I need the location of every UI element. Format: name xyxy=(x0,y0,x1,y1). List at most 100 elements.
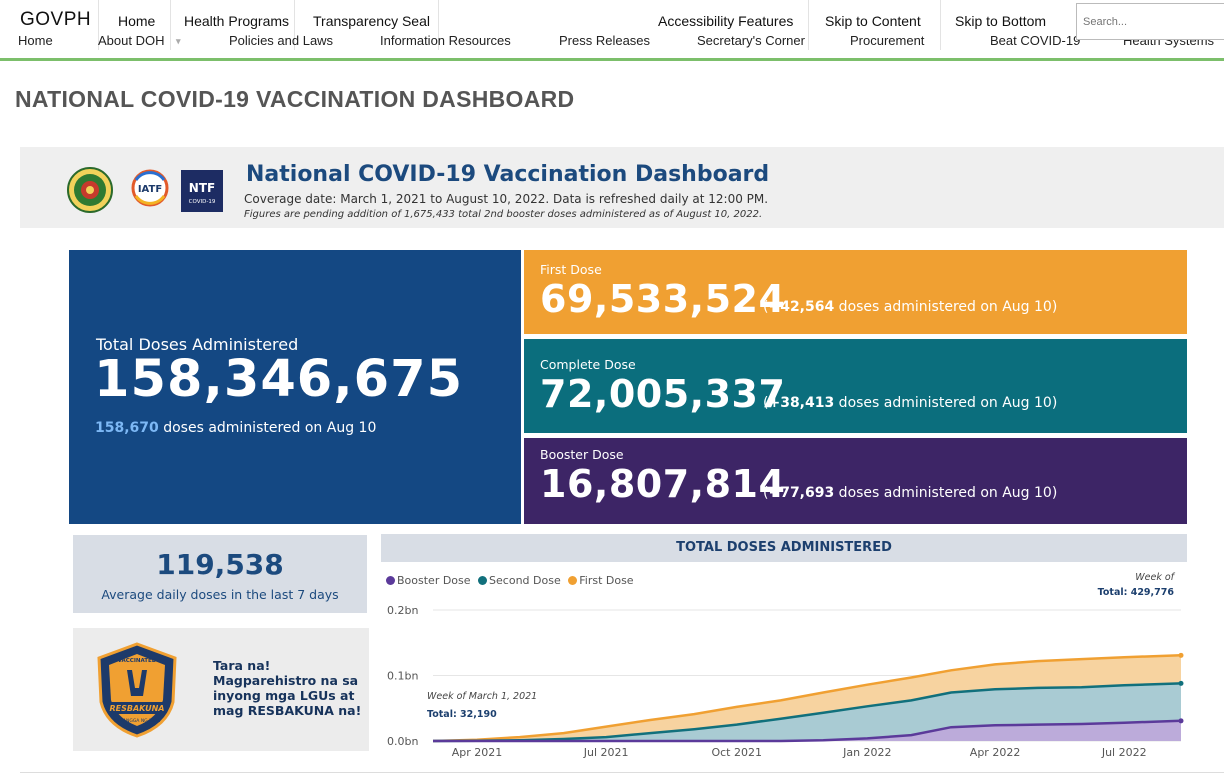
average-daily-value: 119,538 xyxy=(156,548,284,581)
x-tick-label: Oct 2021 xyxy=(711,746,762,759)
nav-accessibility-features[interactable]: Accessibility Features xyxy=(658,13,794,29)
legend-second[interactable]: Second Dose xyxy=(478,574,561,587)
x-tick-label: Apr 2022 xyxy=(970,746,1021,759)
resbakuna-badge-name: RESBAKUNA xyxy=(110,704,165,713)
average-daily-card: 119,538 Average daily doses in the last … xyxy=(73,535,367,613)
legend-second-label: Second Dose xyxy=(489,574,561,587)
dashboard-title: National COVID-19 Vaccination Dashboard xyxy=(246,162,770,187)
first-dose-value: 69,533,524 xyxy=(540,277,786,321)
x-tick-label: Apr 2021 xyxy=(452,746,503,759)
average-daily-label: Average daily doses in the last 7 days xyxy=(101,587,339,602)
nav-divider xyxy=(170,0,171,50)
booster-dose-suffix: doses administered on Aug 10 xyxy=(834,485,1052,501)
total-daily-line: 158,670 doses administered on Aug 10 xyxy=(95,420,376,436)
booster-dose-value: 16,807,814 xyxy=(540,462,786,506)
y-tick-label: 0.2bn xyxy=(387,604,418,617)
ntf-covid19-logo: NTF COVID-19 xyxy=(181,170,223,212)
resbakuna-badge-top: VACCINATED xyxy=(118,658,157,664)
header-divider xyxy=(0,58,1224,61)
complete-dose-value: 72,005,337 xyxy=(540,372,786,416)
line-second-dose xyxy=(432,682,1182,743)
nav-home[interactable]: Home xyxy=(118,13,156,29)
nav-divider xyxy=(98,0,99,50)
menu-home[interactable]: Home xyxy=(18,33,53,48)
iatf-logo: IATF xyxy=(131,169,169,207)
menu-beat-covid19[interactable]: Beat COVID-19 xyxy=(990,33,1081,48)
search-input[interactable] xyxy=(1076,3,1224,40)
first-dose-suffix: doses administered on Aug 10 xyxy=(834,299,1052,315)
booster-dose-delta: +77,693 xyxy=(768,485,835,501)
complete-dose-label: Complete Dose xyxy=(540,357,636,372)
booster-dose-label: Booster Dose xyxy=(540,447,624,462)
first-dose-delta-line: (+42,564 doses administered on Aug 10) xyxy=(763,299,1058,315)
resbakuna-badge-sub: KASANGGA NG BIDA xyxy=(114,718,161,724)
legend-booster[interactable]: Booster Dose xyxy=(386,574,471,587)
ntf-logo-text: NTF xyxy=(189,181,215,195)
tooltip-start-title: Week of March 1, 2021 xyxy=(427,691,537,702)
nav-skip-to-content[interactable]: Skip to Content xyxy=(825,13,921,29)
nav-skip-to-bottom[interactable]: Skip to Bottom xyxy=(955,13,1047,29)
govph-brand-link[interactable]: GOVPH xyxy=(20,9,92,30)
legend-first[interactable]: First Dose xyxy=(568,574,634,587)
first-dose-label: First Dose xyxy=(540,262,602,277)
menu-information-resources[interactable]: Information Resources xyxy=(380,33,511,48)
chevron-down-icon: ▾ xyxy=(176,36,181,46)
gov-topbar: GOVPH Home Health Programs Transparency … xyxy=(0,0,1224,54)
tooltip-end-total: Total: 429,776 xyxy=(1098,587,1175,598)
tooltip-end-title: Week of xyxy=(1135,572,1175,583)
chart-legend: Booster Dose Second Dose First Dose xyxy=(386,574,638,587)
line-first-dose xyxy=(432,654,1182,743)
iatf-logo-text: IATF xyxy=(138,184,162,195)
booster-dose-delta-line: (+77,693 doses administered on Aug 10) xyxy=(763,485,1058,501)
footer-divider xyxy=(20,772,1224,773)
menu-procurement[interactable]: Procurement xyxy=(850,33,925,48)
first-dose-tile: First Dose 69,533,524 (+42,564 doses adm… xyxy=(524,250,1187,334)
nav-divider xyxy=(940,0,941,50)
menu-about-doh[interactable]: About DOH xyxy=(98,33,165,48)
nav-transparency-seal[interactable]: Transparency Seal xyxy=(313,13,430,29)
ntf-logo-subtext: COVID-19 xyxy=(189,199,216,205)
menu-press-releases[interactable]: Press Releases xyxy=(559,33,651,48)
nav-health-programs[interactable]: Health Programs xyxy=(184,13,290,29)
x-tick-label: Jul 2022 xyxy=(1101,746,1147,759)
resbakuna-card[interactable]: RESBAKUNA KASANGGA NG BIDA VACCINATED Ta… xyxy=(73,628,369,751)
booster-dose-tile: Booster Dose 16,807,814 (+77,693 doses a… xyxy=(524,438,1187,524)
x-tick-label: Jan 2022 xyxy=(842,746,891,759)
menu-policies-and-laws[interactable]: Policies and Laws xyxy=(229,33,334,48)
dashboard-header: IATF NTF COVID-19 National COVID-19 Vacc… xyxy=(20,147,1224,228)
complete-dose-delta: +38,413 xyxy=(768,395,835,411)
menu-secretarys-corner[interactable]: Secretary's Corner xyxy=(697,33,805,48)
y-tick-label: 0.1bn xyxy=(387,670,418,683)
y-tick-label: 0.0bn xyxy=(387,735,418,748)
page-title: NATIONAL COVID-19 VACCINATION DASHBOARD xyxy=(15,86,575,112)
doh-seal-logo xyxy=(67,167,113,213)
resbakuna-badge-icon: RESBAKUNA KASANGGA NG BIDA VACCINATED xyxy=(97,642,177,738)
x-tick-label: Jul 2021 xyxy=(583,746,629,759)
total-daily-suffix: doses administered on Aug 10 xyxy=(158,420,377,436)
total-daily-value: 158,670 xyxy=(95,420,159,436)
first-dose-delta: +42,564 xyxy=(768,299,835,315)
line-booster-dose xyxy=(433,719,1182,743)
nav-divider xyxy=(438,0,439,50)
coverage-text: Coverage date: March 1, 2021 to August 1… xyxy=(244,192,769,206)
end-point xyxy=(1178,718,1184,724)
legend-booster-swatch xyxy=(386,576,395,585)
legend-booster-label: Booster Dose xyxy=(397,574,471,587)
nav-divider xyxy=(808,0,809,50)
chart-title: TOTAL DOSES ADMINISTERED xyxy=(381,534,1187,562)
complete-dose-tile: Complete Dose 72,005,337 (+38,413 doses … xyxy=(524,339,1187,433)
tooltip-start-total: Total: 32,190 xyxy=(427,709,497,720)
end-point xyxy=(1178,652,1184,658)
pending-note: Figures are pending addition of 1,675,43… xyxy=(244,209,763,220)
legend-first-label: First Dose xyxy=(579,574,634,587)
total-doses-label: Total Doses Administered xyxy=(96,335,299,354)
complete-dose-suffix: doses administered on Aug 10 xyxy=(834,395,1052,411)
total-doses-value: 158,346,675 xyxy=(94,350,464,409)
complete-dose-delta-line: (+38,413 doses administered on Aug 10) xyxy=(763,395,1058,411)
end-point xyxy=(1178,680,1184,686)
legend-second-swatch xyxy=(478,576,488,585)
total-doses-tile: Total Doses Administered 158,346,675 158… xyxy=(69,250,521,524)
nav-divider xyxy=(294,0,295,50)
legend-first-swatch xyxy=(568,576,578,585)
total-doses-area-chart[interactable]: 0.0bn 0.1bn 0.2bn Apr 2021 Jul 2021 Oct 2021 J… xyxy=(381,572,1187,764)
